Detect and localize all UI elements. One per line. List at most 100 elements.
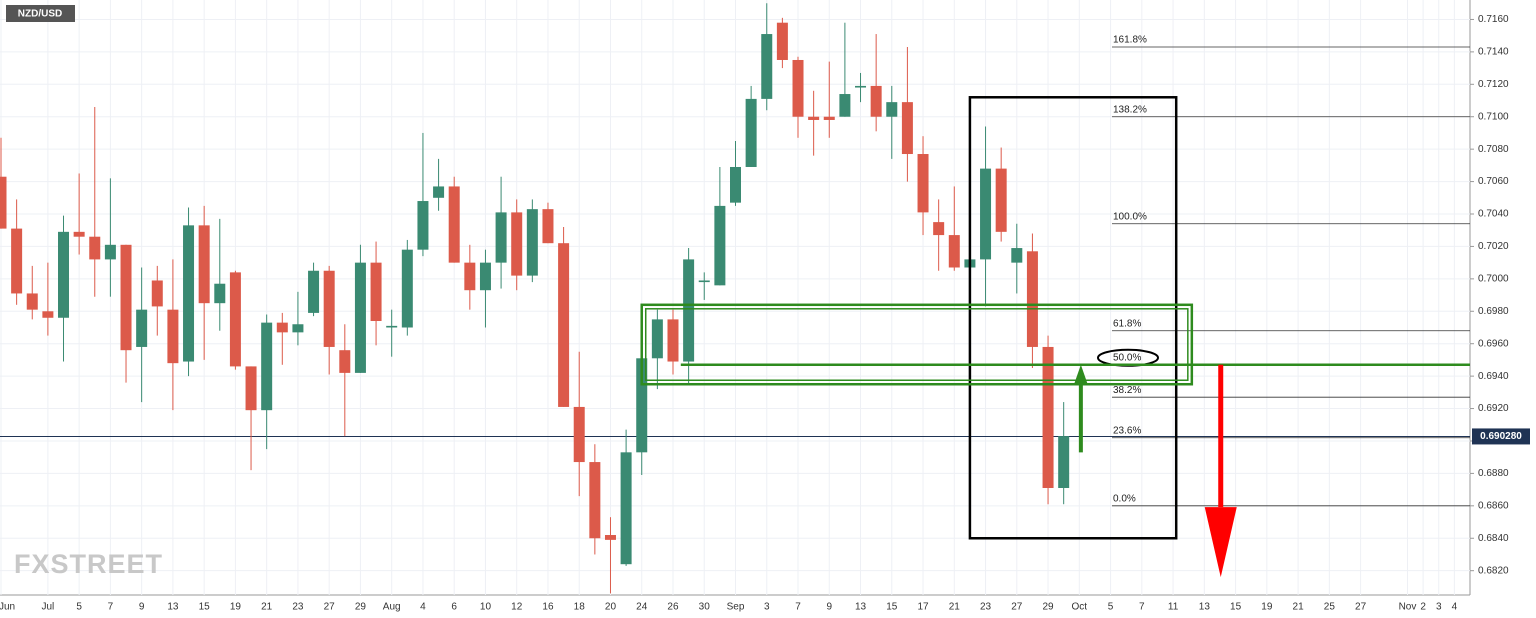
y-tick-label: 0.7160 bbox=[1478, 14, 1509, 25]
candle-body bbox=[0, 176, 7, 229]
fib-label: 100.0% bbox=[1113, 211, 1147, 222]
arrow-head bbox=[1073, 364, 1088, 385]
candle-body bbox=[42, 311, 54, 318]
fib-label: 23.6% bbox=[1113, 425, 1141, 436]
x-tick-label: 9 bbox=[139, 602, 145, 613]
y-tick-label: 0.6820 bbox=[1478, 565, 1509, 576]
candle-body bbox=[589, 462, 601, 539]
x-tick-label: 21 bbox=[261, 602, 273, 613]
candle-body bbox=[620, 452, 632, 565]
x-tick-label: Aug bbox=[383, 602, 401, 613]
candle-body bbox=[698, 280, 710, 283]
candle-body bbox=[292, 324, 304, 333]
y-tick-label: 0.6880 bbox=[1478, 468, 1509, 479]
last-price-box bbox=[1472, 428, 1530, 445]
y-tick-label: 0.6940 bbox=[1478, 371, 1509, 382]
candle-body bbox=[1026, 251, 1038, 347]
candle-body bbox=[386, 325, 398, 328]
candle-body bbox=[995, 168, 1007, 232]
y-tick-label: 0.6840 bbox=[1478, 533, 1509, 544]
y-tick-label: 0.6980 bbox=[1478, 306, 1509, 317]
x-tick-label: 24 bbox=[636, 602, 648, 613]
x-tick-label: 4 bbox=[1452, 602, 1458, 613]
candle-body bbox=[276, 322, 288, 333]
x-tick-label: 23 bbox=[980, 602, 992, 613]
candle-body bbox=[1011, 248, 1023, 263]
y-tick-label: 0.6960 bbox=[1478, 338, 1509, 349]
x-tick-label: 7 bbox=[795, 602, 801, 613]
fib-label: 61.8% bbox=[1113, 318, 1141, 329]
candle-body bbox=[370, 262, 382, 322]
candle-body bbox=[651, 319, 663, 359]
x-tick-label: 2 bbox=[1420, 602, 1426, 613]
x-tick-label: Oct bbox=[1072, 602, 1088, 613]
candle-body bbox=[167, 309, 179, 364]
y-tick-label: 0.7120 bbox=[1478, 79, 1509, 90]
candle-body bbox=[714, 205, 726, 286]
candle-body bbox=[667, 319, 679, 362]
fib-label: 0.0% bbox=[1113, 493, 1136, 504]
candle-body bbox=[261, 322, 273, 411]
x-tick-label: 7 bbox=[1139, 602, 1145, 613]
candle-body bbox=[1058, 436, 1070, 488]
x-tick-label: 3 bbox=[764, 602, 770, 613]
y-tick-label: 0.7080 bbox=[1478, 144, 1509, 155]
y-tick-label: 0.7140 bbox=[1478, 47, 1509, 58]
chart-title: NZD/USD bbox=[18, 9, 62, 20]
x-tick-label: 12 bbox=[511, 602, 523, 613]
x-tick-label: 19 bbox=[230, 602, 242, 613]
x-tick-label: 15 bbox=[1230, 602, 1242, 613]
x-tick-label: Jun bbox=[0, 602, 15, 613]
candle-body bbox=[495, 212, 507, 263]
candle-body bbox=[776, 22, 788, 60]
candle-body bbox=[745, 98, 757, 167]
x-tick-label: 26 bbox=[667, 602, 679, 613]
title-box bbox=[6, 5, 75, 22]
y-tick-label: 0.7040 bbox=[1478, 209, 1509, 220]
candle-body bbox=[823, 116, 835, 120]
candle-body bbox=[323, 270, 335, 347]
candle-body bbox=[604, 535, 616, 540]
candle-body bbox=[104, 244, 116, 260]
x-tick-label: 13 bbox=[167, 602, 179, 613]
x-tick-label: Nov bbox=[1399, 602, 1417, 613]
candle-body bbox=[245, 366, 257, 411]
x-tick-label: 5 bbox=[76, 602, 82, 613]
candle-body bbox=[151, 280, 163, 307]
candle-body bbox=[573, 406, 585, 463]
x-tick-label: 17 bbox=[917, 602, 929, 613]
candle-body bbox=[730, 166, 741, 203]
candle-body bbox=[917, 154, 929, 213]
x-tick-label: 29 bbox=[355, 602, 367, 613]
candle-body bbox=[120, 244, 132, 351]
candle-body bbox=[542, 209, 554, 244]
fib-label: 161.8% bbox=[1113, 35, 1147, 46]
candle-body bbox=[183, 225, 195, 362]
annotation-box bbox=[968, 96, 1178, 540]
candle-body bbox=[214, 283, 226, 304]
candle-body bbox=[464, 262, 476, 291]
x-tick-label: 4 bbox=[420, 602, 426, 613]
y-tick-label: 0.7000 bbox=[1478, 273, 1509, 284]
x-tick-label: 15 bbox=[886, 602, 898, 613]
candle-body bbox=[433, 186, 445, 198]
candle-body bbox=[855, 85, 867, 88]
candle-body bbox=[558, 243, 570, 407]
y-tick-label: 0.6860 bbox=[1478, 500, 1509, 511]
x-tick-label: Sep bbox=[727, 602, 745, 613]
fib-label: 38.2% bbox=[1113, 385, 1141, 396]
candle-body bbox=[448, 186, 460, 263]
annotation-box-inner bbox=[644, 308, 1189, 381]
y-tick-label: 0.7100 bbox=[1478, 111, 1509, 122]
candle-body bbox=[308, 270, 320, 313]
plot bbox=[0, 3, 1470, 594]
candle-body bbox=[354, 262, 366, 373]
candle-body bbox=[26, 293, 38, 310]
candle-body bbox=[511, 212, 523, 276]
x-tick-label: 10 bbox=[480, 602, 492, 613]
candle-body bbox=[339, 350, 351, 373]
candle-body bbox=[89, 236, 101, 260]
x-tick-label: 3 bbox=[1436, 602, 1442, 613]
x-tick-label: 27 bbox=[1355, 602, 1367, 613]
candle-body bbox=[401, 249, 413, 328]
